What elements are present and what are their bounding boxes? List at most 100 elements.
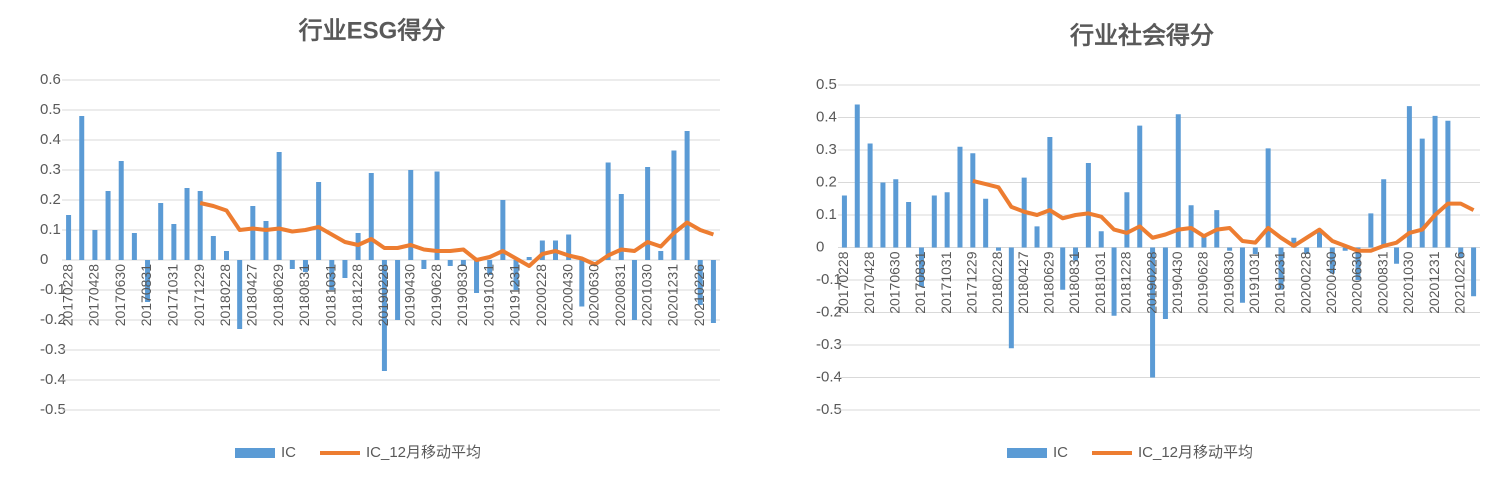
chart-title: 行业社会得分 [1069, 21, 1214, 49]
bar [316, 182, 322, 260]
bar [1085, 163, 1091, 248]
bar [944, 192, 950, 248]
y-tick-label: -0.4 [816, 368, 842, 385]
bar [697, 260, 703, 305]
x-tick-label: 20180427 [244, 264, 260, 327]
bar [395, 260, 401, 320]
bar [474, 260, 480, 293]
bar [460, 260, 466, 266]
x-tick-label: 20200430 [1323, 251, 1339, 314]
x-tick-label: 20180831 [296, 264, 312, 327]
bar [210, 236, 216, 260]
x-tick-label: 20190830 [1220, 251, 1236, 314]
x-tick-label: 20170630 [886, 251, 902, 314]
bar [487, 260, 493, 275]
y-tick-label: -0.2 [816, 303, 842, 320]
x-tick-label: 20180427 [1015, 251, 1031, 314]
bar [276, 152, 282, 260]
bar [1432, 115, 1438, 248]
bar [1291, 237, 1297, 248]
bar [1111, 247, 1117, 316]
bar [1227, 247, 1233, 251]
bar [618, 194, 624, 260]
legend-label: IC_12月移动平均 [1138, 444, 1253, 461]
bar [1304, 247, 1310, 254]
bar [79, 116, 85, 260]
bar [671, 150, 677, 260]
x-tick-label: 20171229 [964, 251, 980, 314]
x-tick-label: 20200831 [1374, 251, 1390, 314]
bar [500, 200, 506, 260]
bar [329, 260, 335, 290]
bar [1175, 114, 1181, 248]
bar [1471, 247, 1477, 297]
line [972, 178, 1475, 253]
x-tick-label: 20181031 [322, 264, 338, 327]
bar [566, 234, 572, 260]
x-tick-label: 20210226 [691, 264, 707, 327]
x-tick-label: 20190628 [428, 264, 444, 327]
x-tick-label: 20170630 [112, 264, 128, 327]
bar [1098, 231, 1104, 248]
bar [224, 251, 229, 260]
legend-swatch [1007, 448, 1047, 458]
x-tick-label: 20171229 [191, 264, 207, 327]
bar [263, 221, 269, 260]
bar [1406, 106, 1412, 248]
bar [1419, 138, 1425, 248]
bar [513, 260, 519, 290]
bar [1060, 247, 1066, 290]
bar [1265, 148, 1271, 248]
x-tick-label: 20181228 [1118, 251, 1134, 314]
bar [342, 260, 348, 278]
y-tick-label: -0.3 [40, 341, 66, 358]
bar [368, 173, 374, 260]
bar [66, 215, 72, 260]
x-tick-label: 20210226 [1451, 251, 1467, 314]
bar [237, 260, 243, 329]
bar [631, 260, 637, 320]
bar [684, 131, 690, 260]
y-tick-label: 0.3 [816, 141, 837, 158]
x-tick-label: 20170428 [86, 264, 102, 327]
line [199, 201, 715, 268]
x-tick-label: 20170831 [138, 264, 154, 327]
x-tick-label: 20170228 [59, 264, 75, 327]
bar [893, 179, 899, 248]
bar [145, 260, 151, 302]
bar [1137, 125, 1143, 248]
bar [970, 153, 976, 248]
bar [434, 171, 440, 260]
bar [1008, 247, 1014, 349]
bar [906, 202, 912, 248]
x-tick-label: 20200228 [533, 264, 549, 327]
bar [1239, 247, 1245, 303]
x-tick-label: 20201030 [638, 264, 654, 327]
y-tick-label: -0.2 [40, 311, 66, 328]
x-tick-label: 20171031 [165, 264, 181, 327]
x-tick-label: 20190628 [1195, 251, 1211, 314]
x-tick-label: 20170831 [912, 251, 928, 314]
bar [1047, 137, 1053, 248]
bar [579, 260, 585, 307]
x-tick-label: 20190430 [1169, 251, 1185, 314]
bar [710, 260, 716, 323]
x-tick-label: 20191231 [507, 264, 523, 327]
y-tick-label: 0.1 [816, 206, 837, 223]
bar [171, 224, 177, 260]
bar [1278, 247, 1284, 290]
x-tick-label: 20190228 [375, 264, 391, 327]
x-tick-label: 20190830 [454, 264, 470, 327]
y-tick-label: 0.2 [40, 191, 61, 208]
bar [131, 233, 137, 260]
bar [1162, 247, 1168, 319]
bar [1201, 234, 1207, 248]
x-tick-label: 20181228 [349, 264, 365, 327]
bar [1394, 247, 1400, 264]
bar [447, 260, 453, 266]
y-tick-label: 0.4 [816, 108, 837, 125]
x-tick-label: 20180831 [1066, 251, 1082, 314]
bar [1368, 213, 1374, 248]
x-tick-label: 20180228 [989, 251, 1005, 314]
y-tick-label: 0 [40, 251, 48, 268]
